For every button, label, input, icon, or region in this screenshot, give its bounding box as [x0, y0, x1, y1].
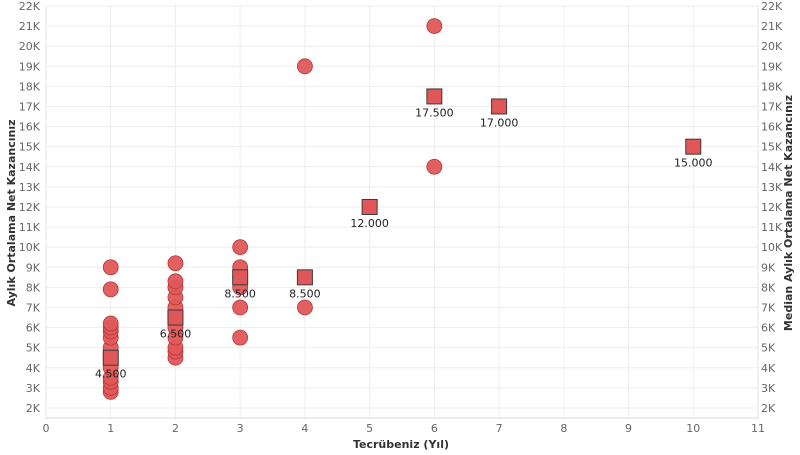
y-axis-left-title: Aylık Ortalama Net Kazancınız [5, 120, 18, 307]
y-tick-label-left: 17K [19, 100, 41, 113]
y-tick-label-left: 9K [26, 261, 41, 274]
y-tick-label-right: 17K [761, 100, 783, 113]
data-point-circle [297, 58, 313, 75]
data-point-circle [232, 299, 249, 316]
median-square [361, 198, 378, 215]
y-tick-label-right: 15K [761, 141, 783, 154]
x-tick-label: 1 [107, 422, 114, 435]
x-tick-label: 0 [43, 422, 50, 435]
data-point-circle [102, 315, 119, 332]
median-data-label: 15.000 [674, 157, 713, 170]
y-tick-label-right: 11K [761, 221, 783, 234]
y-tick-label-left: 3K [26, 382, 41, 395]
x-tick-label: 5 [366, 422, 373, 435]
x-tick-label: 2 [172, 422, 179, 435]
y-tick-label-left: 12K [19, 201, 41, 214]
y-tick-label-left: 19K [19, 60, 41, 73]
y-tick-label-right: 7K [761, 301, 776, 314]
x-tick-label: 6 [431, 422, 438, 435]
median-square [685, 138, 702, 155]
x-tick-label: 4 [301, 422, 308, 435]
data-point-circle [102, 259, 119, 276]
y-tick-label-left: 8K [26, 281, 41, 294]
median-square [491, 98, 508, 115]
data-point-circle [167, 255, 184, 272]
y-tick-label-left: 13K [19, 181, 41, 194]
x-tick-label: 7 [496, 422, 503, 435]
median-square [102, 349, 119, 366]
median-data-label: 4.500 [95, 368, 127, 381]
y-tick-label-right: 16K [761, 121, 783, 134]
median-square [296, 269, 313, 286]
y-tick-label-left: 14K [19, 161, 41, 174]
median-data-label: 8.500 [224, 287, 256, 300]
y-tick-label-left: 22K [19, 0, 41, 13]
y-tick-label-left: 15K [19, 141, 41, 154]
y-axis-right-title: Median Aylık Ortalama Net Kazancınız [782, 95, 795, 331]
y-tick-label-left: 4K [26, 362, 41, 375]
y-tick-label-right: 21K [761, 20, 783, 33]
y-tick-label-right: 12K [761, 201, 783, 214]
median-data-label: 17.500 [415, 106, 454, 119]
y-tick-label-right: 9K [761, 261, 776, 274]
x-tick-label: 8 [560, 422, 567, 435]
x-axis-title: Tecrübeniz (Yıl) [353, 438, 449, 451]
data-point-circle [426, 158, 443, 175]
y-tick-label-left: 16K [19, 121, 41, 134]
data-point-circle [102, 281, 119, 298]
y-tick-label-right: 10K [761, 241, 783, 254]
y-tick-label-left: 10K [19, 241, 41, 254]
x-tick-label: 3 [237, 422, 244, 435]
y-tick-label-left: 11K [19, 221, 41, 234]
median-data-label: 6.500 [160, 328, 192, 341]
grid-layer [45, 5, 759, 418]
y-tick-label-right: 18K [761, 80, 783, 93]
y-tick-label-right: 19K [761, 60, 783, 73]
median-square [232, 269, 249, 286]
y-tick-label-right: 5K [761, 342, 776, 355]
y-tick-label-left: 5K [26, 342, 41, 355]
data-point-circle [297, 299, 313, 316]
y-tick-label-left: 21K [19, 20, 41, 33]
median-data-label: 8.500 [289, 287, 321, 300]
y-tick-label-right: 2K [761, 402, 776, 415]
circle-series [102, 18, 443, 400]
y-tick-label-left: 7K [26, 301, 41, 314]
y-tick-label-left: 18K [19, 80, 41, 93]
y-tick-label-right: 22K [761, 0, 783, 13]
median-data-label: 12.000 [350, 217, 389, 230]
y-tick-label-left: 2K [26, 402, 41, 415]
data-point-circle [426, 18, 443, 34]
data-point-circle [232, 329, 249, 346]
y-tick-label-left: 6K [26, 322, 41, 335]
x-tick-label: 9 [625, 422, 632, 435]
x-tick-label: 11 [751, 422, 765, 435]
median-series [102, 88, 702, 366]
data-point-circle [167, 273, 184, 290]
median-data-label: 17.000 [480, 116, 519, 129]
data-label-layer: 4.500 6.500 8.500 8.500 12.000 17.500 17.000 15… [95, 106, 713, 380]
median-square [167, 309, 184, 326]
y-tick-label-right: 13K [761, 181, 783, 194]
median-square [426, 88, 443, 105]
y-tick-label-right: 8K [761, 281, 776, 294]
x-tick-label: 10 [686, 422, 700, 435]
y-tick-label-right: 6K [761, 322, 776, 335]
y-tick-label-right: 14K [761, 161, 783, 174]
y-tick-label-right: 3K [761, 382, 776, 395]
y-tick-label-right: 20K [761, 40, 783, 53]
y-tick-label-left: 20K [19, 40, 41, 53]
data-point-circle [232, 239, 249, 256]
y-tick-label-right: 4K [761, 362, 776, 375]
